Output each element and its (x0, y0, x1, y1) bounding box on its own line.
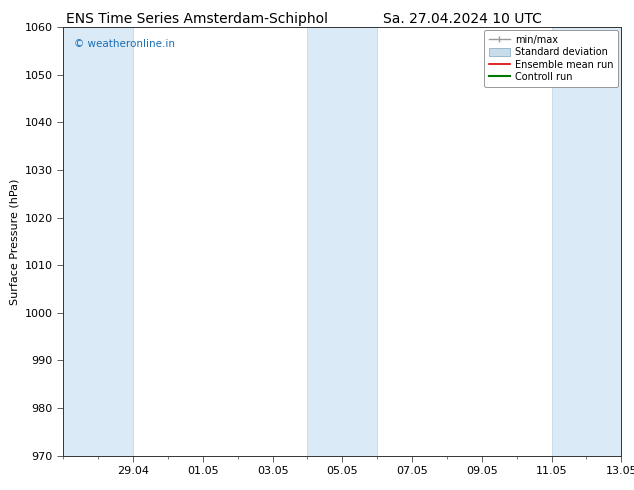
Legend: min/max, Standard deviation, Ensemble mean run, Controll run: min/max, Standard deviation, Ensemble me… (484, 30, 618, 87)
Text: ENS Time Series Amsterdam-Schiphol: ENS Time Series Amsterdam-Schiphol (65, 12, 328, 26)
Y-axis label: Surface Pressure (hPa): Surface Pressure (hPa) (10, 178, 19, 304)
Bar (552, 27, 621, 456)
Bar (307, 27, 377, 456)
Text: Sa. 27.04.2024 10 UTC: Sa. 27.04.2024 10 UTC (384, 12, 542, 26)
Text: © weatheronline.in: © weatheronline.in (74, 39, 175, 49)
Bar (63, 27, 133, 456)
